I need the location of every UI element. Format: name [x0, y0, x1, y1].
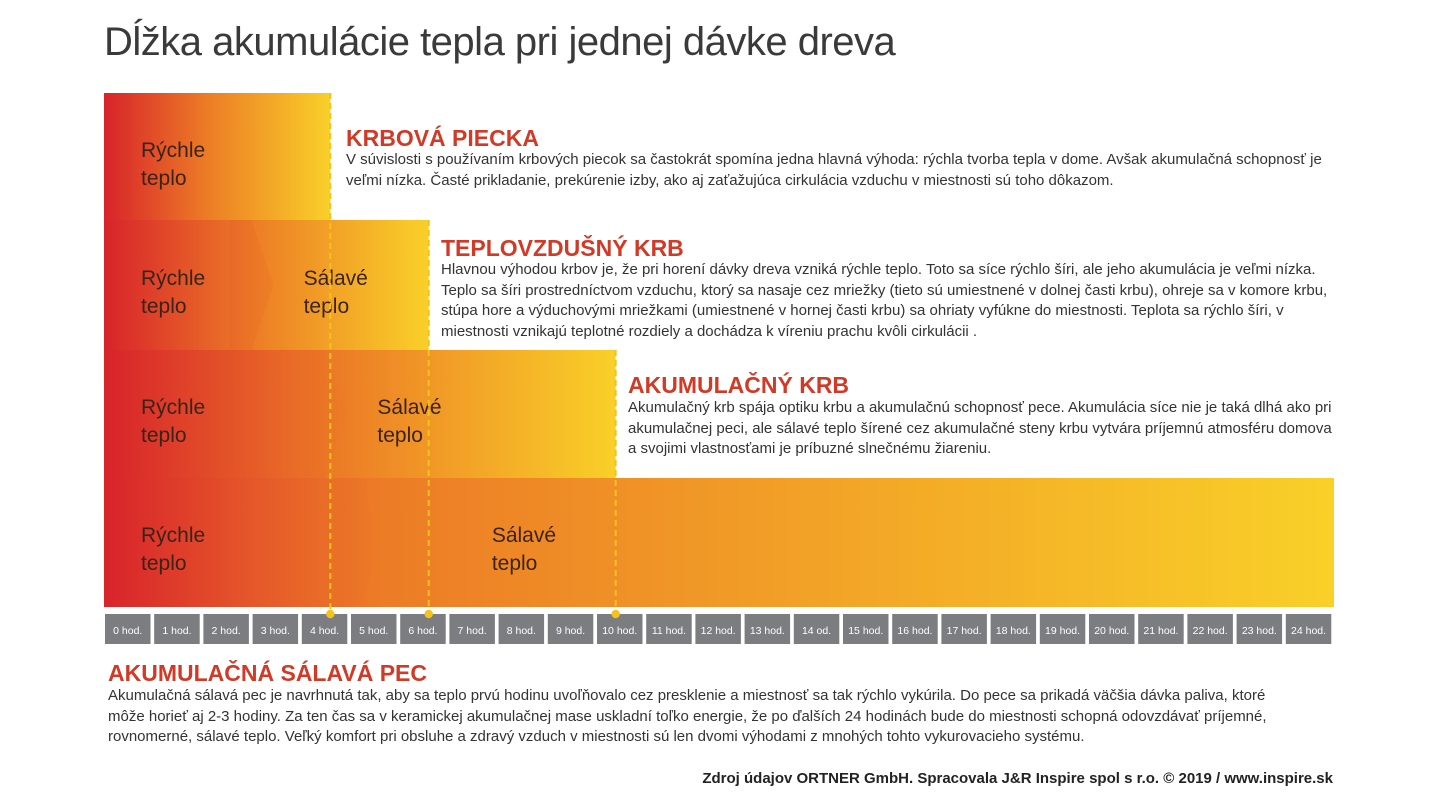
- section-title-krbova-piecka: KRBOVÁ PIECKA: [346, 125, 539, 151]
- time-tick-label: 16 hod.: [897, 625, 932, 637]
- time-tick-box: [1285, 614, 1332, 644]
- time-tick-label: 0 hod.: [113, 625, 142, 637]
- time-tick-label: 7 hod.: [458, 625, 487, 637]
- section-title-teplovzdusny-krb: TEPLOVZDUŠNÝ KRB: [441, 235, 684, 261]
- bar-4: [104, 478, 1334, 607]
- time-tick-box: [400, 614, 446, 644]
- time-tick-box: [1187, 614, 1233, 644]
- bar-1-segment-1-label: Rýchle teplo: [141, 139, 205, 190]
- time-tick-label: 14 od.: [802, 625, 831, 637]
- time-tick-label: 10 hod.: [602, 625, 637, 637]
- time-tick-label: 6 hod.: [408, 625, 437, 637]
- time-tick-label: 5 hod.: [359, 625, 388, 637]
- time-tick-box: [154, 614, 200, 644]
- time-tick-box: [1138, 614, 1184, 644]
- section-title-akumulacny-krb: AKUMULAČNÝ KRB: [628, 372, 850, 398]
- time-tick-box: [203, 614, 249, 644]
- time-tick-label: 20 hod.: [1094, 625, 1129, 637]
- bar-4-segment-2-label: Sálavé teplo: [492, 524, 556, 575]
- time-tick-box: [105, 614, 151, 644]
- time-tick-label: 24 hod.: [1291, 625, 1326, 637]
- time-tick-box: [351, 614, 397, 644]
- section-title-akumulacna-salava-pec: AKUMULAČNÁ SÁLAVÁ PEC: [108, 660, 428, 686]
- time-tick-box: [744, 614, 791, 644]
- time-tick-box: [1089, 614, 1135, 644]
- time-tick-label: 11 hod.: [652, 625, 686, 637]
- time-tick-label: 23 hod.: [1242, 625, 1277, 637]
- section-text-akumulacny-krb: Akumulačný krb spája optiku krbu a akumu…: [628, 399, 1332, 458]
- bar-4-segment-1-label: Rýchle teplo: [141, 524, 205, 575]
- time-tick-box: [892, 614, 938, 644]
- time-tick-label: 17 hod.: [947, 625, 982, 637]
- page-title: Dĺžka akumulácie tepla pri jednej dávke …: [104, 20, 896, 64]
- time-tick-label: 12 hod.: [701, 625, 736, 637]
- marker-dot-1: [326, 609, 335, 619]
- section-text-teplovzdusny-krb: Hlavnou výhodou krbov je, že pri horení …: [441, 261, 1328, 340]
- time-tick-label: 15 hod.: [848, 625, 883, 637]
- time-tick-box: [793, 614, 840, 644]
- time-tick-box: [449, 614, 495, 644]
- time-tick-label: 8 hod.: [507, 625, 536, 637]
- section-text-krbova-piecka: V súvislosti s používaním krbových pieco…: [346, 151, 1322, 189]
- time-tick-box: [990, 614, 1037, 644]
- time-tick-label: 21 hod.: [1143, 625, 1178, 637]
- bar-1: [104, 93, 331, 220]
- marker-dot-3: [611, 609, 620, 619]
- time-tick-label: 4 hod.: [310, 625, 339, 637]
- time-tick-box: [252, 614, 299, 644]
- source-credit: Zdroj údajov ORTNER GmbH. Spracovala J&R…: [702, 770, 1333, 787]
- time-tick-label: 2 hod.: [212, 625, 241, 637]
- marker-dot-2: [424, 609, 433, 619]
- time-tick-label: 22 hod.: [1193, 625, 1228, 637]
- time-tick-box: [597, 614, 643, 644]
- bar-3-segment-1-label: Rýchle teplo: [141, 396, 205, 447]
- section-text-akumulacna-salava-pec: Akumulačná sálavá pec je navrhnutá tak, …: [108, 687, 1267, 746]
- bar-3-arrow: [303, 350, 348, 478]
- time-tick-label: 18 hod.: [996, 625, 1031, 637]
- time-tick-box: [646, 614, 692, 644]
- time-tick-box: [941, 614, 987, 644]
- time-tick-box: [695, 614, 741, 644]
- time-tick-box: [547, 614, 594, 644]
- bar-2-segment-2-label: Sálavé teplo: [304, 267, 368, 318]
- bar-3-segment-2-label: Sálavé teplo: [377, 396, 441, 447]
- bar-2-segment-1-label: Rýchle teplo: [141, 267, 205, 318]
- bar-2-arrow: [229, 220, 274, 350]
- time-tick-box: [1039, 614, 1086, 644]
- time-tick-box: [498, 614, 545, 644]
- bar-3: [104, 350, 616, 478]
- time-tick-label: 1 hod.: [162, 625, 191, 637]
- bar-4-arrow: [337, 478, 382, 607]
- time-tick-box: [301, 614, 348, 644]
- time-tick-label: 9 hod.: [556, 625, 585, 637]
- time-tick-box: [843, 614, 889, 644]
- time-tick-label: 13 hod.: [750, 625, 785, 637]
- time-tick-label: 3 hod.: [261, 625, 290, 637]
- time-tick-box: [1236, 614, 1283, 644]
- time-tick-label: 19 hod.: [1045, 625, 1080, 637]
